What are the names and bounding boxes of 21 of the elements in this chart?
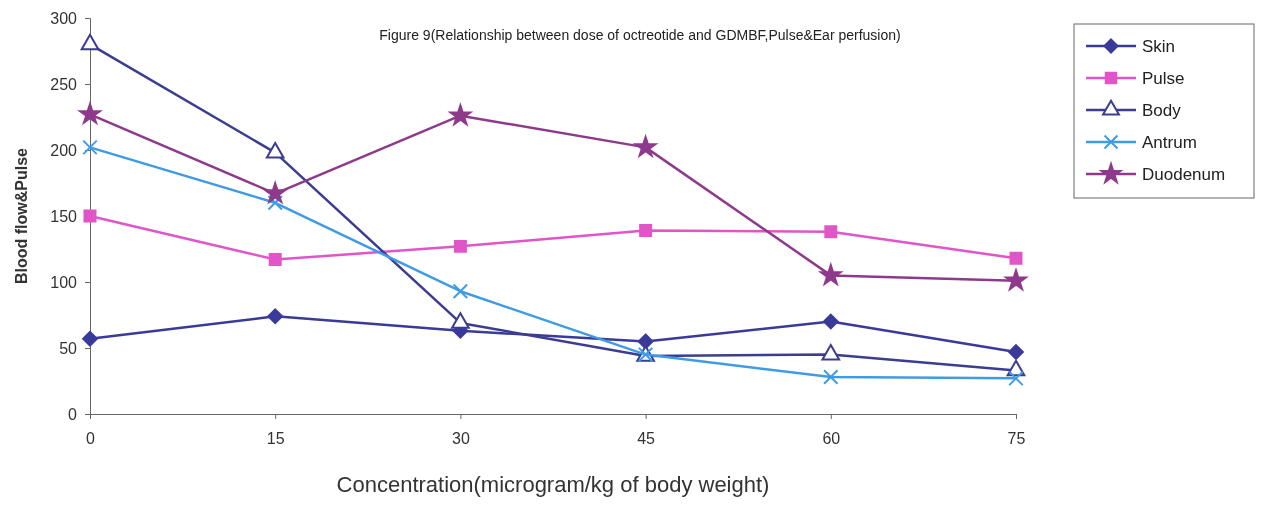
legend-label: Skin (1142, 37, 1176, 56)
legend-label: Body (1142, 101, 1182, 120)
x-tick-label: 0 (86, 430, 96, 448)
legend-label: Duodenum (1142, 165, 1226, 184)
y-tick-label: 200 (50, 141, 78, 159)
y-tick-label: 0 (68, 405, 78, 423)
text: Figure 9(Relationship between dose of octreotide and GDMBF,Pulse&Ear perfusion) (379, 27, 901, 43)
legend-label: Pulse (1142, 69, 1185, 88)
x-tick-label: 45 (637, 430, 656, 448)
y-axis-title: Blood flow&Pulse (13, 147, 30, 284)
x-tick-label: 60 (822, 430, 841, 448)
y-tick-label: 250 (50, 75, 78, 93)
x-axis-title: Concentration(microgram/kg of body weight) (336, 472, 770, 497)
x-tick-label: 75 (1007, 430, 1026, 448)
y-tick-label: 100 (50, 273, 78, 291)
y-tick-label: 150 (50, 207, 78, 225)
y-tick-label: 300 (50, 9, 78, 27)
x-tick-label: 15 (266, 430, 285, 448)
x-tick-label: 30 (452, 430, 470, 448)
y-tick-label: 50 (59, 339, 78, 357)
legend-label: Antrum (1142, 133, 1197, 152)
